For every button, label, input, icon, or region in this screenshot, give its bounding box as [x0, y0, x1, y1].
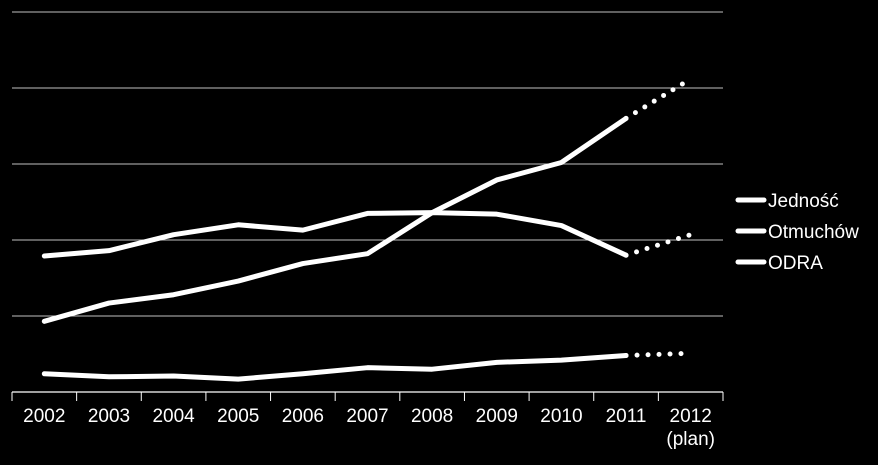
x-tick-label-2003: 2003 [88, 406, 130, 427]
series-projection-odra [623, 350, 694, 359]
x-tick-label-2005: 2005 [217, 406, 259, 427]
x-tick-label-2011: 2011 [606, 406, 647, 427]
series-otmuch-w [41, 210, 694, 259]
legend-label-otmuch-w: Otmuchów [768, 222, 859, 243]
series-odra [41, 350, 694, 382]
series-projection-otmuch-w [623, 232, 694, 258]
x-tick-label-2012: 2012 [670, 406, 712, 427]
series-line-odra [41, 353, 629, 382]
gridlines [12, 11, 723, 317]
series-lines [41, 76, 694, 382]
x-tick-sublabel-2012: (plan) [666, 429, 715, 450]
legend: Jedność Otmuchów ODRA [735, 191, 859, 274]
x-tick-label-2006: 2006 [282, 406, 324, 427]
x-tick-label-2008: 2008 [411, 406, 453, 427]
x-tick-label-2009: 2009 [476, 406, 518, 427]
series-projection-jedno [623, 76, 694, 121]
legend-label-jedno: Jedność [768, 191, 839, 212]
series-line-otmuch-w [41, 210, 629, 259]
x-tick-label-2004: 2004 [152, 406, 195, 427]
x-tick-label-2010: 2010 [540, 406, 582, 427]
series-jedno [41, 76, 694, 324]
series-line-jedno [41, 115, 629, 324]
x-axis: 2002 2003 2004 2005 2006 2007 2008 2009 2010 2011… [11, 391, 724, 450]
x-tick-label-2002: 2002 [23, 406, 65, 427]
legend-label-odra: ODRA [768, 253, 823, 274]
x-tick-label-2007: 2007 [346, 406, 388, 427]
